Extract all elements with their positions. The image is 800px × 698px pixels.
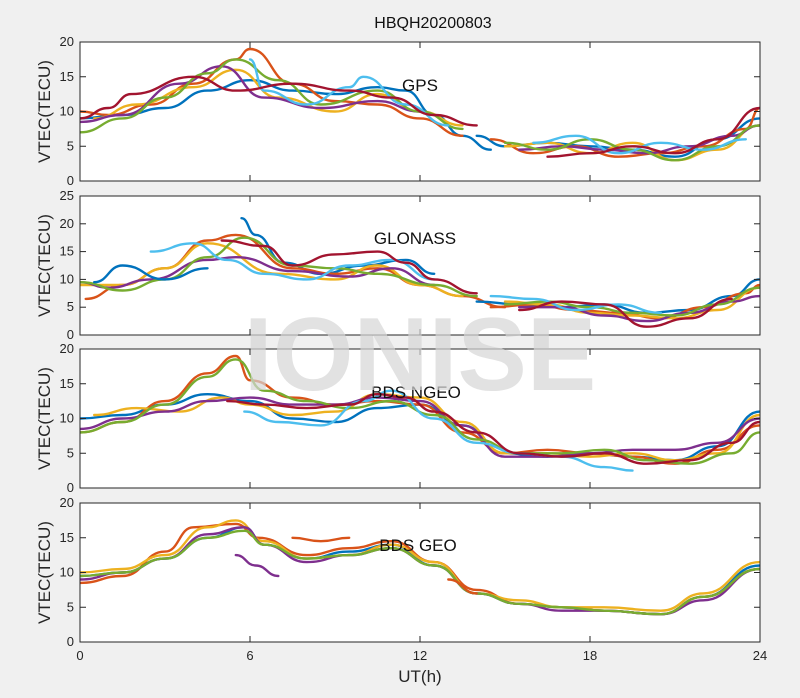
panel-label: GLONASS (374, 229, 456, 248)
series-line (93, 393, 760, 462)
series-line (80, 396, 760, 458)
panel-label: GPS (402, 76, 438, 95)
series-group (80, 47, 760, 162)
panels: 0 5 10 15 20 VTEC(TECU) GPS 0 5 10 15 20 25 VTEC(TECU… (35, 34, 767, 663)
series-line (149, 242, 436, 281)
panel-4: 0 5 10 15 20 0 6 12 18 24 VTEC(TECU) BDS GEO (35, 495, 767, 663)
panel-1: 0 5 10 15 20 VTEC(TECU) GPS (35, 34, 761, 188)
y-tick-label: 15 (60, 376, 74, 391)
y-axis-label: VTEC(TECU) (35, 521, 54, 624)
y-tick-label: 20 (60, 341, 74, 356)
series-line (80, 65, 422, 124)
watermark: IONISE (244, 297, 597, 413)
y-tick-label: 0 (67, 634, 74, 649)
series-line (248, 58, 450, 127)
series-line (546, 106, 760, 158)
y-tick-label: 15 (60, 244, 74, 259)
y-tick-label: 0 (67, 480, 74, 495)
y-tick-label: 5 (67, 138, 74, 153)
series-group (80, 519, 760, 616)
series-line (447, 578, 478, 595)
series-line (226, 393, 760, 465)
y-tick-label: 0 (67, 327, 74, 342)
series-line (503, 124, 760, 162)
y-tick-label: 10 (60, 411, 74, 426)
y-tick-label: 15 (60, 530, 74, 545)
x-tick-label: 6 (246, 648, 253, 663)
series-line (243, 389, 634, 472)
x-tick-label: 12 (413, 648, 427, 663)
y-axis-label: VTEC(TECU) (35, 367, 54, 470)
y-axis-label: VTEC(TECU) (35, 214, 54, 317)
series-line (532, 134, 747, 155)
series-line (489, 294, 662, 314)
series-line (80, 236, 478, 298)
y-axis-label: VTEC(TECU) (35, 60, 54, 163)
series-line (489, 106, 760, 158)
y-tick-label: 20 (60, 216, 74, 231)
y-tick-label: 5 (67, 299, 74, 314)
y-tick-label: 10 (60, 104, 74, 119)
panel-3: 0 5 10 15 20 VTEC(TECU) BDS NGEO (35, 341, 761, 495)
x-tick-label: 18 (583, 648, 597, 663)
y-tick-label: 10 (60, 565, 74, 580)
y-tick-label: 10 (60, 271, 74, 286)
y-tick-label: 25 (60, 188, 74, 203)
series-line (80, 47, 464, 137)
y-tick-label: 15 (60, 69, 74, 84)
x-tick-label: 24 (753, 648, 767, 663)
figure-title: HBQH20200803 (374, 15, 492, 32)
series-line (80, 529, 760, 616)
series-line (80, 519, 760, 612)
series-line (80, 75, 478, 127)
series-line (291, 536, 351, 543)
y-tick-label: 20 (60, 495, 74, 510)
series-group (80, 354, 760, 472)
x-tick-label: 0 (76, 648, 83, 663)
y-tick-label: 5 (67, 445, 74, 460)
y-tick-label: 0 (67, 173, 74, 188)
y-tick-label: 5 (67, 599, 74, 614)
series-line (93, 264, 209, 284)
panel-label: BDS NGEO (371, 383, 461, 402)
series-line (234, 553, 280, 578)
panel-2: 0 5 10 15 20 25 VTEC(TECU) GLONASS (35, 188, 761, 342)
y-tick-label: 20 (60, 34, 74, 49)
series-line (80, 358, 760, 465)
series-group (80, 217, 760, 328)
plot-area (80, 503, 760, 642)
series-line (518, 297, 733, 328)
x-axis-label: UT(h) (398, 667, 441, 686)
panel-label: BDS GEO (379, 536, 456, 555)
series-line (80, 256, 436, 289)
series-line (220, 239, 478, 295)
